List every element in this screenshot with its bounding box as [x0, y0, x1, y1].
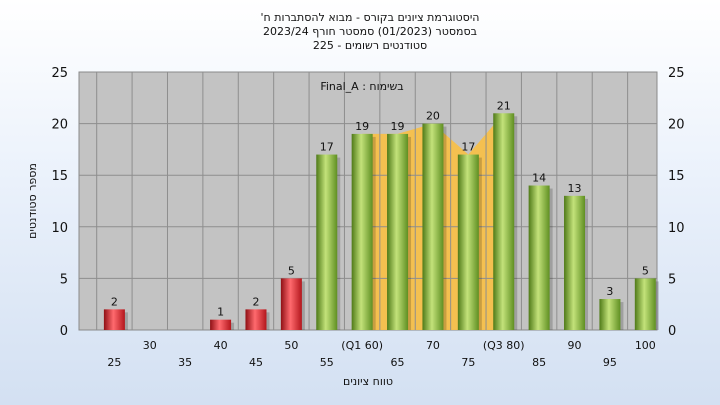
chart-annotation: בשימוח : Final_A: [320, 80, 403, 93]
x-tick-12: 85: [532, 356, 546, 369]
y-tick-right-0: 0: [668, 324, 676, 339]
y-tick-right-25: 25: [668, 66, 685, 81]
data-label-8: 19: [391, 120, 405, 133]
data-label-13: 13: [568, 182, 582, 195]
bar-10: [457, 154, 479, 330]
y-tick-left-25: 25: [51, 66, 68, 81]
y-tick-right-10: 10: [668, 221, 685, 236]
x-tick-2: 35: [178, 356, 192, 369]
bar-7: [351, 133, 373, 330]
bar-8: [387, 133, 409, 330]
y-tick-left-20: 20: [51, 118, 68, 133]
x-tick-6: 55: [320, 356, 334, 369]
x-tick-8: 65: [391, 356, 405, 369]
x-tick-11: (Q3 80): [483, 339, 525, 352]
y-tick-left-0: 0: [60, 324, 68, 339]
x-axis-label: טווח ציונים: [343, 375, 393, 388]
data-label-9: 20: [426, 110, 440, 123]
bar-9: [422, 123, 444, 330]
bar-14: [599, 299, 621, 330]
y-tick-left-15: 15: [51, 169, 68, 184]
x-tick-15: 100: [635, 339, 656, 352]
x-tick-9: 70: [426, 339, 440, 352]
bar-15: [634, 278, 656, 330]
bar-0: [103, 309, 125, 330]
data-label-14: 3: [606, 285, 613, 298]
y-tick-right-20: 20: [668, 118, 685, 133]
chart-title-line-3: סטודנטים רשומים - 225: [313, 39, 427, 52]
x-tick-4: 45: [249, 356, 263, 369]
chart-title-block: היסטוגרמת ציונים בקורס - מבוא להסתברות ח…: [261, 11, 480, 52]
x-tick-14: 95: [603, 356, 617, 369]
x-axis-ticks: 25 30 35 40 45 50 55 (Q1 60) 65 70 75 (Q3 80) 85 90 95…: [107, 339, 655, 369]
x-tick-13: 90: [568, 339, 582, 352]
x-tick-0: 25: [107, 356, 121, 369]
y-tick-right-5: 5: [668, 272, 676, 287]
y-axis-label: מספר סטודנטים: [26, 163, 39, 239]
y-tick-right-15: 15: [668, 169, 685, 184]
y-tick-left-5: 5: [60, 272, 68, 287]
bar-6: [316, 154, 338, 330]
x-tick-1: 30: [143, 339, 157, 352]
chart-title-line-2: בסמסטר (01/2023) סמסטר חורף 2023/24: [263, 25, 477, 38]
x-tick-5: 50: [284, 339, 298, 352]
bar-11: [493, 113, 515, 330]
data-label-5: 5: [288, 264, 295, 277]
bar-3: [210, 319, 232, 330]
y-axis-right-ticks: 0 5 10 15 20 25: [668, 66, 685, 339]
data-label-12: 14: [532, 172, 546, 185]
bars-group: [103, 113, 659, 330]
data-label-6: 17: [320, 141, 334, 154]
bar-13: [564, 195, 586, 330]
data-label-15: 5: [642, 264, 649, 277]
data-label-10: 17: [461, 141, 475, 154]
y-axis-left-ticks: 0 5 10 15 20 25: [51, 66, 68, 339]
bar-5: [280, 278, 302, 330]
data-label-0: 2: [111, 295, 118, 308]
x-tick-10: 75: [461, 356, 475, 369]
data-label-4: 2: [252, 295, 259, 308]
y-tick-left-10: 10: [51, 221, 68, 236]
bar-12: [528, 185, 550, 330]
chart-title-line-1: היסטוגרמת ציונים בקורס - מבוא להסתברות ח…: [261, 11, 480, 24]
x-tick-3: 40: [214, 339, 228, 352]
data-label-3: 1: [217, 306, 224, 319]
bar-4: [245, 309, 267, 330]
data-label-7: 19: [355, 120, 369, 133]
data-label-11: 21: [497, 99, 511, 112]
grid-lines: [79, 72, 657, 330]
x-tick-7: (Q1 60): [341, 339, 383, 352]
